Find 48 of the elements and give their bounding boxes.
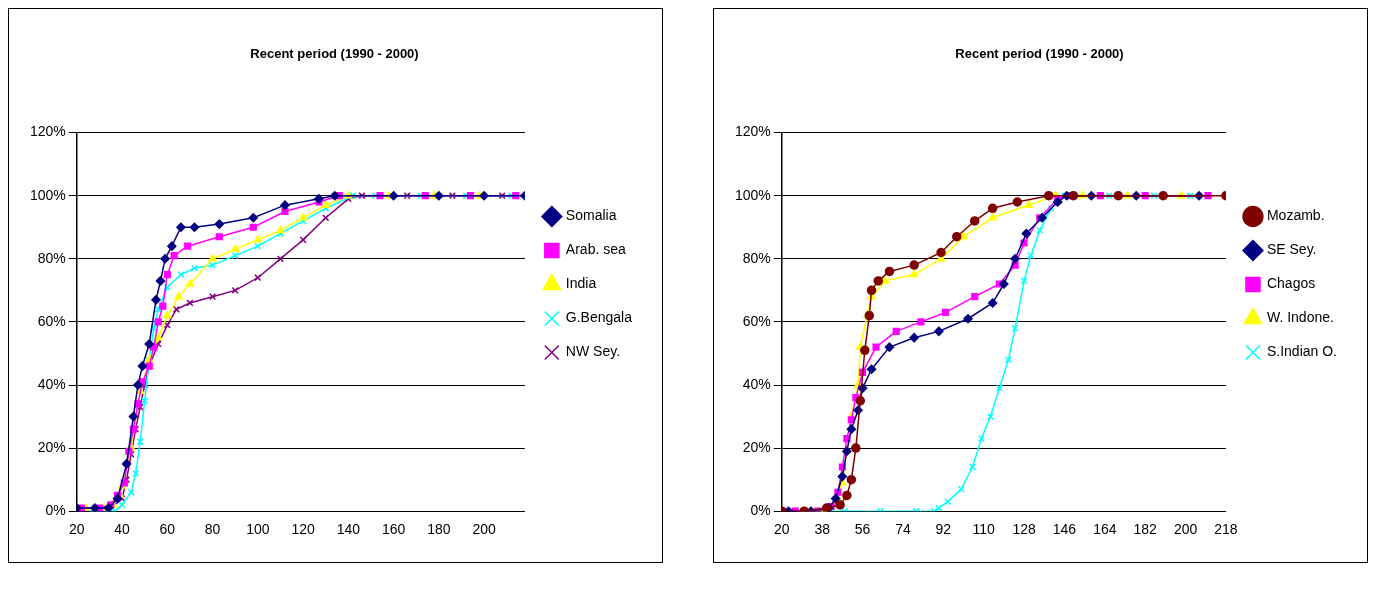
x-tick-label: 100 — [246, 521, 270, 538]
legend-label: G.Bengala — [565, 309, 633, 326]
x-tick-label: 128 — [1012, 521, 1036, 538]
legend-label: Mozamb. — [1266, 207, 1325, 224]
x-tick-label: 140 — [336, 521, 361, 538]
x-tick-label: 160 — [381, 521, 406, 538]
x-tick-label: 60 — [159, 521, 176, 538]
x-tick-label: 74 — [895, 521, 911, 538]
y-tick-label: 120% — [734, 123, 771, 140]
x-tick-label: 180 — [427, 521, 451, 538]
x-tick-label: 200 — [1173, 521, 1198, 538]
y-tick-label: 100% — [734, 186, 771, 203]
y-tick-label: 40% — [37, 375, 66, 392]
y-tick-label: 120% — [29, 123, 66, 140]
x-tick-label: 182 — [1133, 521, 1158, 538]
x-tick-label: 120 — [291, 521, 315, 538]
y-tick-label: 40% — [742, 375, 771, 392]
y-tick-label: 0% — [750, 502, 771, 519]
y-tick-label: 60% — [742, 312, 771, 329]
x-tick-label: 218 — [1214, 521, 1238, 538]
x-tick-label: 110 — [972, 521, 996, 538]
legend-label: SE Sey. — [1266, 241, 1317, 258]
chart-title: Recent period (1990 - 2000) — [955, 46, 1124, 62]
y-tick-label: 20% — [742, 438, 771, 455]
y-tick-label: 100% — [29, 186, 66, 203]
x-tick-label: 38 — [814, 521, 831, 538]
y-tick-label: 80% — [742, 249, 771, 266]
y-tick-label: 0% — [45, 502, 66, 519]
x-tick-label: 80 — [204, 521, 221, 538]
legend-label: Arab. sea — [565, 241, 626, 258]
x-tick-label: 56 — [854, 521, 871, 538]
x-tick-label: 40 — [114, 521, 131, 538]
x-tick-label: 146 — [1052, 521, 1077, 538]
x-tick-label: 20 — [69, 521, 85, 538]
x-tick-label: 200 — [472, 521, 496, 538]
legend-label: Somalia — [565, 207, 617, 224]
x-tick-label: 164 — [1093, 521, 1117, 538]
chart-title: Recent period (1990 - 2000) — [250, 46, 419, 62]
legend-label: NW Sey. — [565, 343, 621, 360]
x-tick-label: 92 — [935, 521, 952, 538]
legend-label: India — [565, 275, 597, 292]
y-tick-label: 20% — [37, 438, 66, 455]
legend-label: S.Indian O. — [1266, 343, 1338, 360]
legend-label: Chagos — [1266, 275, 1316, 292]
y-tick-label: 60% — [37, 312, 66, 329]
y-tick-label: 80% — [37, 249, 66, 266]
legend-label: W. Indone. — [1266, 309, 1334, 326]
x-tick-label: 20 — [774, 521, 790, 538]
